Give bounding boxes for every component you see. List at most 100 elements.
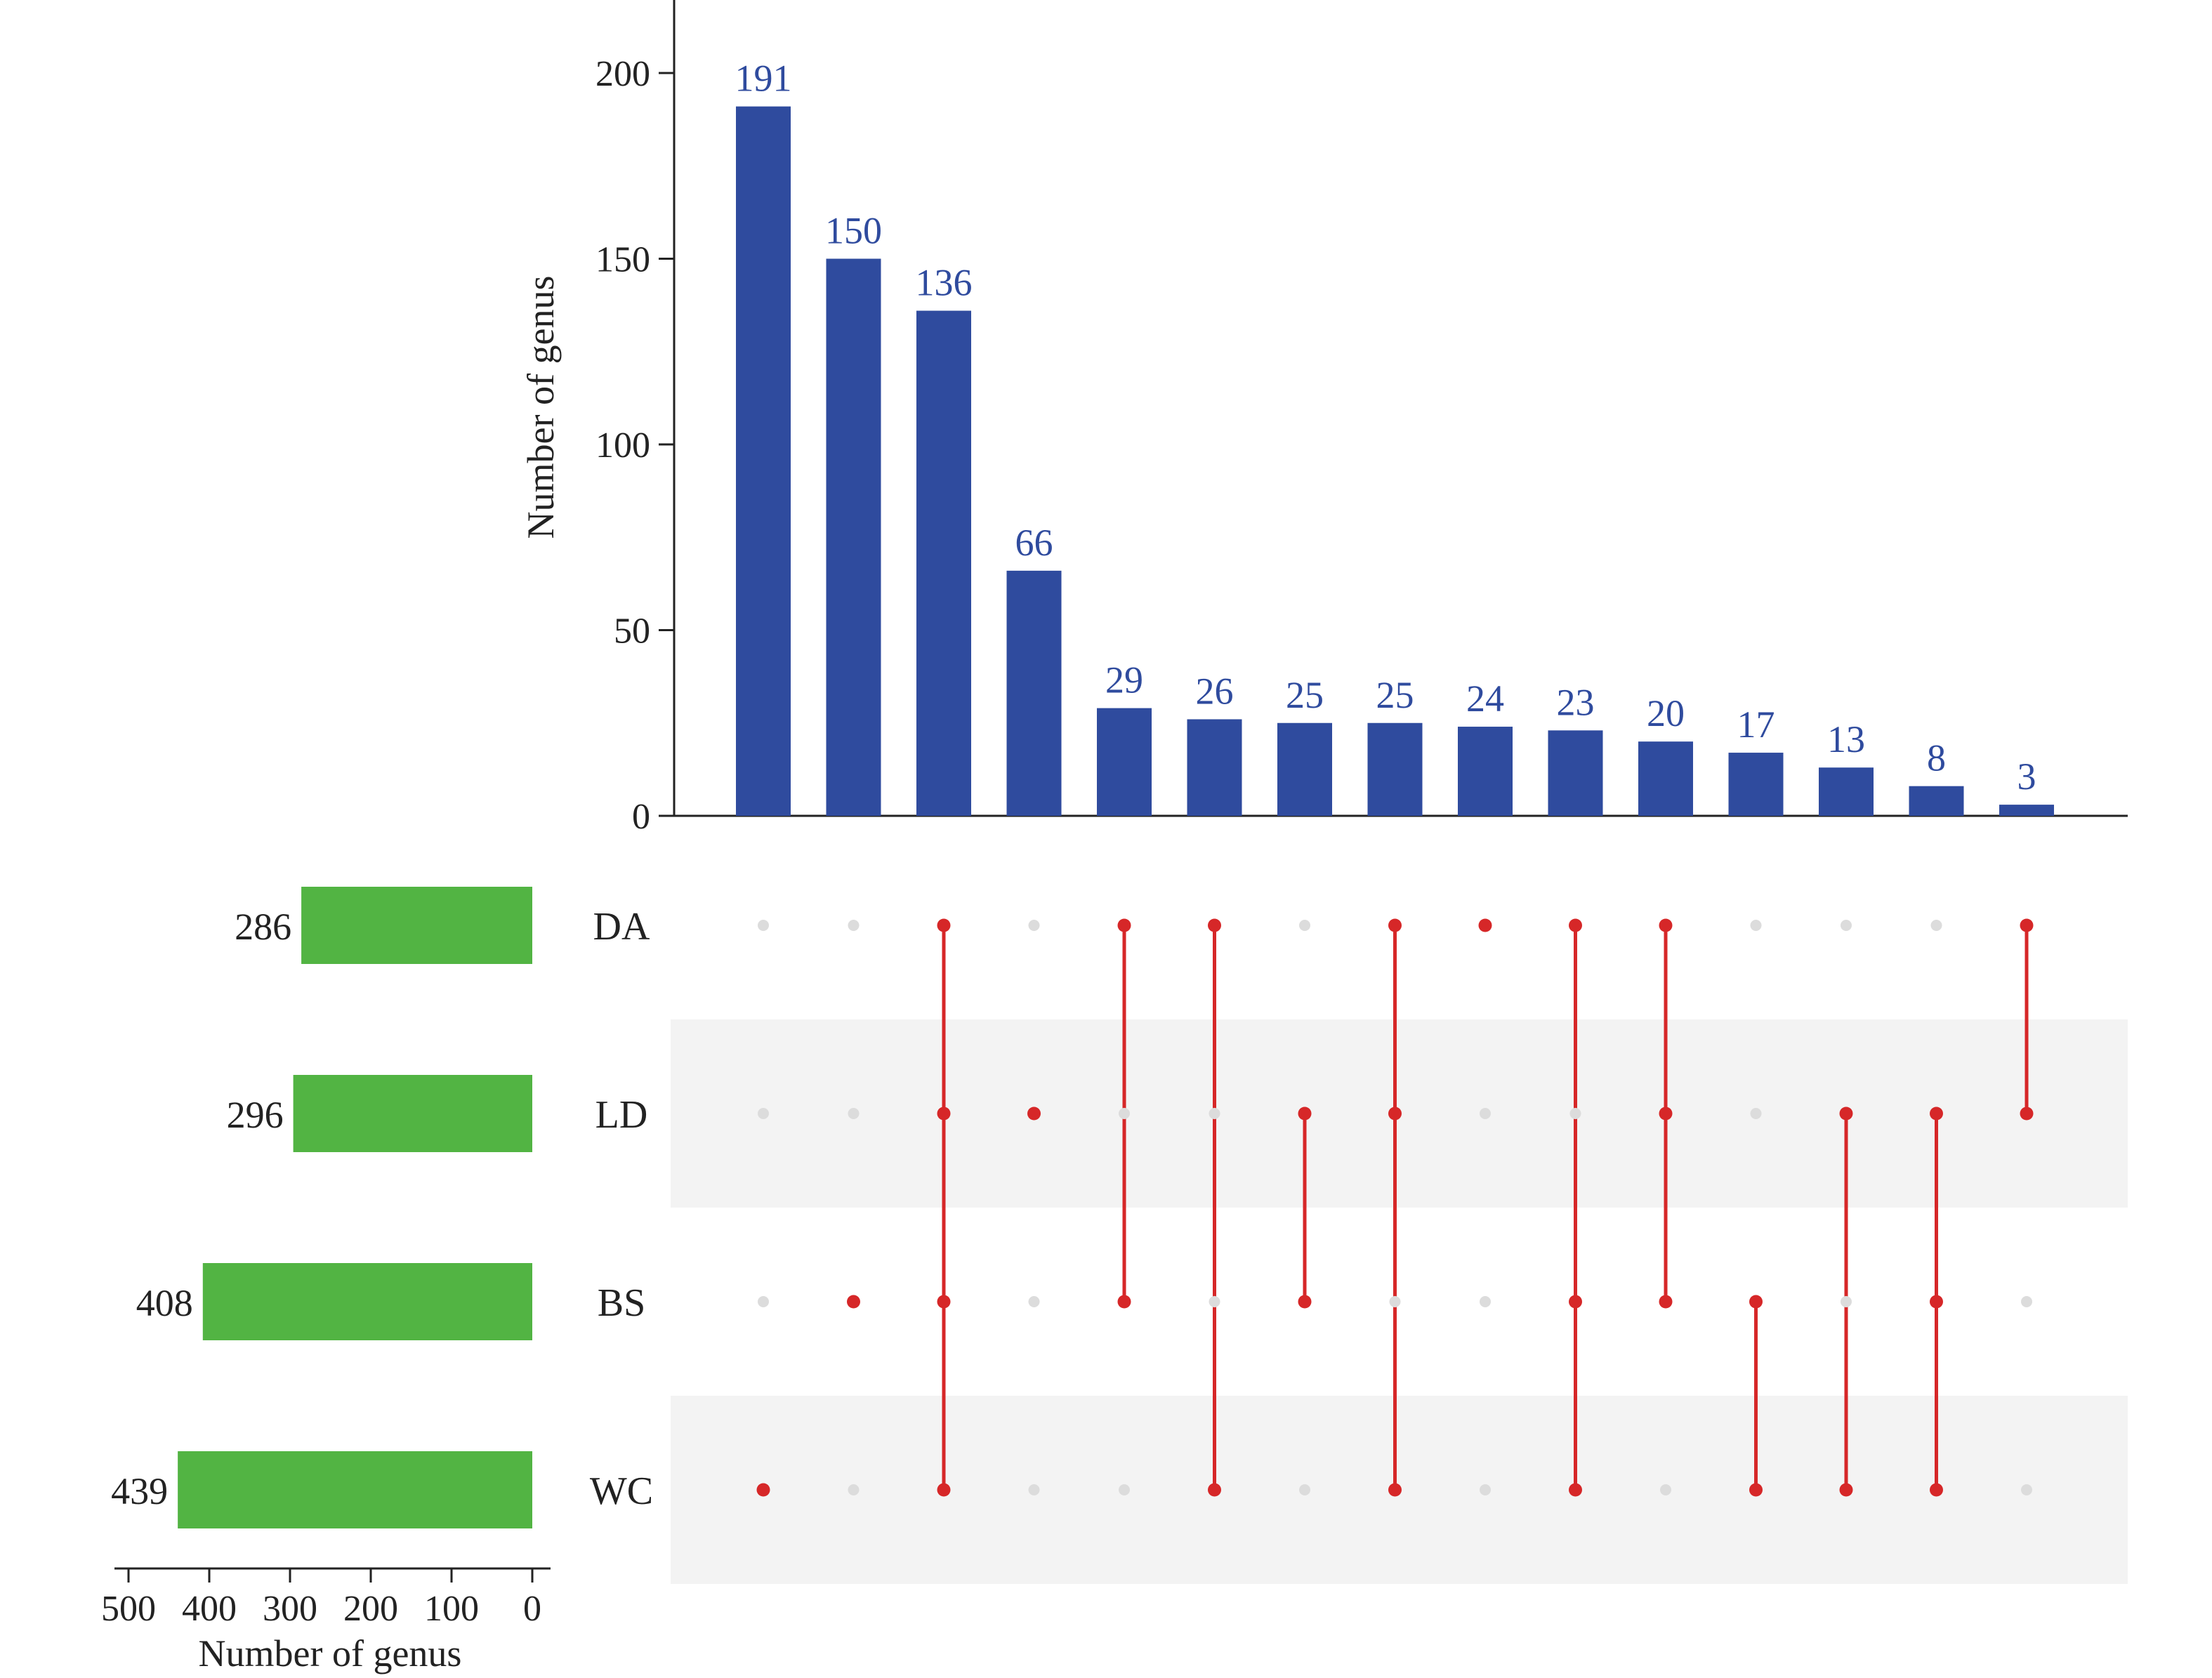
set-size-x-axis-title: Number of genus (199, 1632, 462, 1674)
membership-dot-active (1027, 1106, 1041, 1121)
membership-dot-inactive (1750, 1108, 1762, 1119)
membership-dot-inactive (848, 1108, 860, 1119)
set-size-bar (178, 1451, 532, 1528)
set-size-labels: 286 296 408 439 (111, 906, 291, 1512)
intersection-bar-label: 23 (1557, 681, 1595, 723)
membership-dot-inactive (848, 920, 860, 931)
intersection-bar (1999, 805, 2054, 816)
membership-dot-inactive (1119, 1108, 1130, 1119)
membership-dot-active (1659, 918, 1673, 932)
intersection-bar-label: 29 (1105, 659, 1143, 701)
membership-dot-active (2020, 918, 2034, 932)
intersection-bar (1277, 722, 1332, 816)
membership-dot-inactive (1299, 1484, 1310, 1495)
membership-dot-active (1930, 1295, 1943, 1309)
intersection-bar (1909, 786, 1964, 816)
set-size-x-tick-label: 200 (343, 1589, 398, 1629)
intersection-bar (1458, 727, 1513, 816)
intersection-bar (1728, 753, 1784, 816)
membership-dot-active (1839, 1483, 1853, 1497)
set-size-x-tick-label: 100 (424, 1589, 479, 1629)
membership-dot-active (937, 918, 951, 932)
intersection-bar-label: 136 (916, 262, 973, 304)
membership-dot-inactive (758, 920, 769, 931)
intersection-bar-label: 25 (1376, 674, 1414, 716)
membership-dot-active (1749, 1483, 1763, 1497)
intersection-bar-label: 17 (1737, 703, 1775, 746)
membership-dot-active (1298, 1295, 1312, 1309)
set-size-label: 296 (227, 1094, 284, 1136)
membership-dot-active (1569, 1483, 1582, 1497)
membership-dot-active (937, 1295, 951, 1309)
intersection-y-tick-label: 0 (632, 797, 650, 837)
membership-dot-inactive (2021, 1296, 2032, 1307)
membership-dot-inactive (1209, 1108, 1220, 1119)
set-size-x-tick-label: 500 (101, 1589, 156, 1629)
intersection-bar (826, 258, 881, 816)
intersection-bar-label: 13 (1827, 718, 1865, 760)
membership-dot-inactive (1930, 920, 1942, 931)
membership-dot-inactive (758, 1108, 769, 1119)
membership-dot-active (1839, 1106, 1853, 1121)
membership-dot-active (937, 1106, 951, 1121)
set-size-label: 408 (136, 1282, 193, 1324)
membership-dot-active (1930, 1483, 1943, 1497)
intersection-bar-label: 191 (735, 58, 792, 100)
intersection-bar (1006, 570, 1062, 816)
membership-dot-inactive (848, 1484, 860, 1495)
intersection-bar (1187, 719, 1242, 816)
intersection-bars (736, 106, 2054, 817)
membership-dot-active (847, 1295, 860, 1309)
membership-dot-active (756, 1483, 770, 1497)
membership-dot-inactive (1480, 1296, 1491, 1307)
membership-dot-inactive (1299, 920, 1310, 931)
membership-dot-active (1117, 918, 1131, 932)
set-size-bar (202, 1263, 532, 1340)
membership-dot-active (1569, 1295, 1582, 1309)
membership-dot-inactive (1660, 1484, 1671, 1495)
membership-dot-inactive (1569, 1108, 1581, 1119)
intersection-bar (1548, 730, 1603, 816)
set-name-label: WC (590, 1469, 653, 1513)
membership-dot-inactive (1750, 920, 1762, 931)
intersection-bar-label: 3 (2017, 755, 2036, 798)
intersection-bar (1367, 722, 1423, 816)
intersection-y-tick-label: 200 (595, 54, 650, 94)
membership-dot-active (1117, 1295, 1131, 1309)
intersection-bar-label: 20 (1647, 692, 1685, 734)
membership-dot-inactive (2021, 1484, 2032, 1495)
membership-dot-inactive (1480, 1484, 1491, 1495)
set-size-x-tick-label: 300 (263, 1589, 317, 1629)
membership-dot-inactive (1480, 1108, 1491, 1119)
intersection-y-axis: 0 50 100 150 200 (595, 0, 2128, 837)
intersection-bar-label: 25 (1286, 674, 1324, 716)
membership-dot-active (1298, 1106, 1312, 1121)
membership-dot-inactive (1841, 1296, 1852, 1307)
intersection-bar-label: 66 (1015, 522, 1053, 564)
intersection-y-tick-label: 100 (595, 425, 650, 465)
membership-dot-inactive (1209, 1296, 1220, 1307)
membership-dot-active (1659, 1106, 1673, 1121)
membership-dot-inactive (1389, 1296, 1401, 1307)
membership-dot-inactive (1028, 1484, 1040, 1495)
set-size-bar (301, 887, 532, 964)
intersection-bar (1097, 708, 1152, 816)
set-size-x-tick-label: 400 (182, 1589, 237, 1629)
set-size-x-axis: 500 400 300 200 100 0 (101, 1567, 551, 1629)
intersection-bar (736, 106, 791, 817)
intersection-y-axis-title: Number of genus (520, 276, 562, 539)
membership-dot-inactive (1028, 1296, 1040, 1307)
intersection-bar-label: 24 (1466, 678, 1504, 720)
set-size-bars (178, 887, 532, 1528)
intersection-bar (1819, 767, 1874, 816)
intersection-bar-label: 8 (1927, 737, 1946, 779)
set-size-bar (293, 1075, 532, 1152)
intersection-bar (1638, 741, 1693, 816)
intersection-bar-labels: 191 150 136 66 29 26 25 25 24 23 20 17 13 8 3 (735, 58, 2036, 798)
membership-dot-active (1388, 918, 1402, 932)
set-size-x-tick-label: 0 (523, 1589, 541, 1629)
membership-dot-inactive (1028, 920, 1040, 931)
membership-dot-active (2020, 1106, 2034, 1121)
membership-dot-active (1749, 1295, 1763, 1309)
intersection-bar-label: 26 (1196, 670, 1234, 712)
